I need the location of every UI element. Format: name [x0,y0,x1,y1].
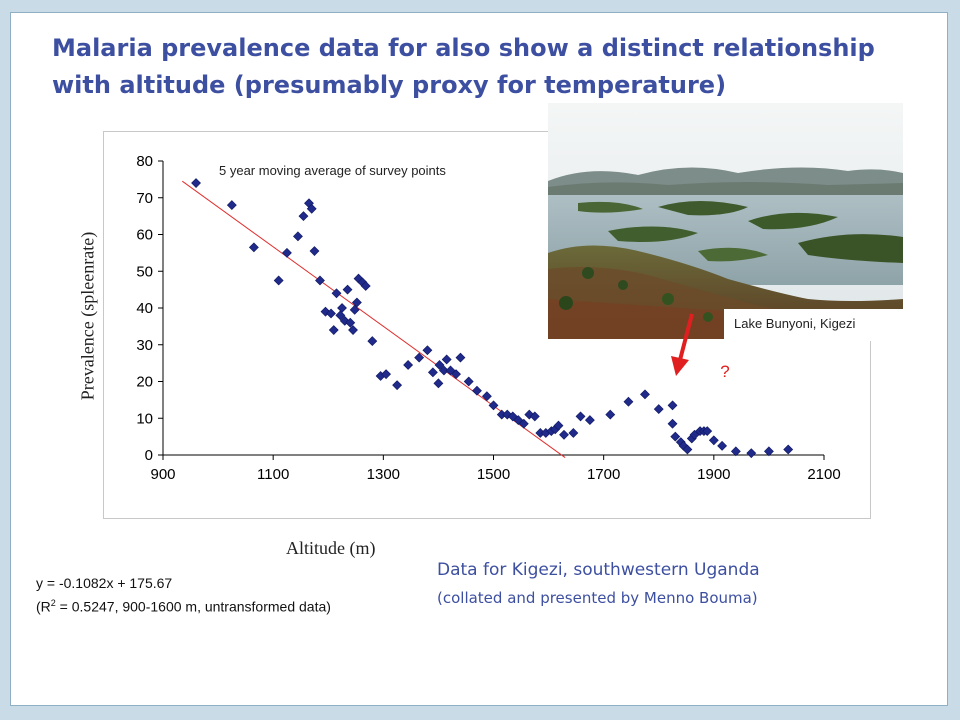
data-point [414,352,425,363]
data-point [360,281,371,291]
title-text: Malaria prevalence data for also show a … [52,34,875,99]
slide-title: Malaria prevalence data for also show a … [52,30,932,104]
data-point [708,435,719,446]
x-tick-label: 1700 [587,466,620,483]
y-tick-label: 60 [136,227,153,244]
title-text-end: ) [715,71,727,99]
data-point [518,418,529,429]
photo-caption: Lake Bunyoni, Kigezi [724,309,930,341]
x-axis-label: Altitude (m) [286,538,376,558]
data-point [315,275,325,286]
data-point [367,336,378,346]
title-bold-word: temperature [544,71,716,99]
data-point [529,411,540,422]
data-point [433,378,444,389]
data-point [345,317,356,328]
data-point [488,400,499,411]
x-tick-label: 900 [150,466,175,483]
regression-equation: y = -0.1082x + 175.67 [36,575,173,591]
data-point [335,310,346,321]
y-tick-label: 20 [136,374,153,391]
data-point [422,345,433,356]
data-point [326,308,336,319]
data-point [682,444,693,455]
data-point [702,426,713,437]
data-point [730,446,741,457]
lake-photo [548,103,903,339]
data-source-line1: Data for Kigezi, southwestern Uganda [437,560,760,580]
data-point [763,446,774,457]
data-point [248,242,259,253]
x-tick-label: 1900 [697,466,730,483]
data-point [472,385,482,396]
data-point [670,431,681,442]
data-point [306,203,317,214]
data-point [298,211,309,222]
data-point [783,444,794,455]
x-tick-label: 1500 [477,466,510,483]
data-point [348,325,358,335]
regression-details: (R2 = 0.5247, 900-1600 m, untransformed … [36,598,331,615]
data-point [427,367,438,378]
data-point [584,415,595,426]
y-axis-label: Prevalence (spleenrate) [77,231,98,401]
data-point [653,404,664,414]
data-source-note: Data for Kigezi, southwestern Uganda (co… [437,556,760,612]
data-point [434,360,445,370]
regression-note: y = -0.1082x + 175.67 (R2 = 0.5247, 900-… [36,573,396,617]
scatter-chart: 0 10 20 30 40 50 60 70 80 900 1100 1300 1500 1700 1900… [136,153,840,483]
data-point [392,380,403,391]
data-point [463,376,474,387]
data-point [568,428,579,438]
data-point [403,360,414,370]
data-point [381,369,392,380]
data-point [282,247,292,258]
data-point [717,440,728,451]
data-point [293,231,303,242]
y-tick-label: 30 [136,337,153,354]
data-point [575,411,586,422]
data-point [605,409,616,420]
data-point [481,391,492,402]
data-point [328,325,339,335]
data-point [455,352,466,363]
data-point [746,448,757,459]
data-point [623,396,634,407]
data-point [273,275,284,286]
data-point [349,304,360,315]
data-point [309,246,320,256]
data-point [191,178,201,188]
data-point [439,365,449,376]
y-tick-label: 40 [136,300,153,317]
data-point [667,418,678,429]
data-point [337,303,347,313]
x-tick-label: 1300 [367,466,400,483]
data-point [331,288,342,299]
data-point [451,369,461,380]
y-tick-label: 10 [136,410,153,427]
y-tick-label: 70 [136,190,153,207]
data-point [441,354,452,365]
question-mark-label: ? [706,360,744,384]
data-point [640,389,650,400]
y-tick-label: 50 [136,263,153,280]
x-tick-label: 2100 [807,466,840,483]
lake-landscape-image [548,103,903,339]
data-point [351,297,362,308]
data-point [559,429,569,440]
moving-average-label: 5 year moving average of survey points [214,160,451,181]
data-point [342,284,353,295]
data-point [667,400,678,411]
x-tick-label: 1100 [257,466,289,483]
y-tick-label: 80 [136,153,153,170]
y-tick-label: 0 [145,447,153,464]
data-source-line2: (collated and presented by Menno Bouma) [437,589,758,607]
data-point [553,420,564,431]
data-point [226,200,237,211]
